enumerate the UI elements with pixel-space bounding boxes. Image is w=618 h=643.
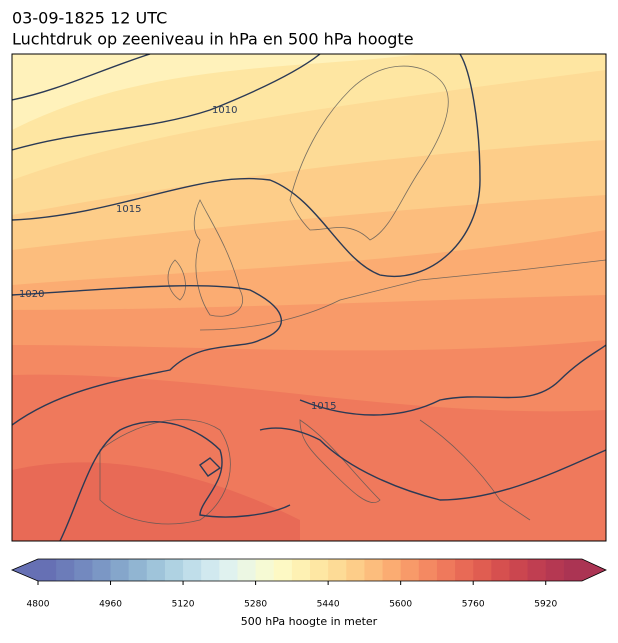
colorbar-swatch	[563, 559, 583, 581]
colorbar-swatch	[237, 559, 257, 581]
contour-label: 1015	[116, 204, 141, 215]
colorbar: 4800 4960 5120 5280 5440 5600 5760 5920	[10, 558, 607, 610]
colorbar-tick-label: 5120	[172, 600, 195, 610]
colorbar-swatch	[56, 559, 75, 581]
colorbar-swatch	[291, 559, 311, 581]
colorbar-tick-label: 4960	[99, 600, 122, 610]
colorbar-swatch	[328, 559, 347, 581]
colorbar-swatch	[509, 559, 529, 581]
colorbar-swatch	[92, 559, 112, 581]
colorbar-swatch	[473, 559, 492, 581]
colorbar-swatch	[110, 559, 130, 581]
colorbar-swatch	[436, 559, 456, 581]
colorbar-swatch	[219, 559, 238, 581]
colorbar-swatch	[364, 559, 384, 581]
colorbar-swatch	[201, 559, 220, 581]
colorbar-swatch	[38, 559, 57, 581]
colorbar-swatch	[273, 559, 293, 581]
colorbar-swatch	[418, 559, 438, 581]
colorbar-swatch	[527, 559, 547, 581]
colorbar-swatch	[455, 559, 474, 581]
colorbar-swatch	[255, 559, 275, 581]
colorbar-swatch	[146, 559, 166, 581]
colorbar-swatch	[491, 559, 510, 581]
contour-label: 1010	[212, 105, 237, 116]
colorbar-swatch	[310, 559, 329, 581]
colorbar-tick-label: 5600	[389, 600, 412, 610]
colorbar-extend-high	[582, 559, 606, 581]
colorbar-swatch	[164, 559, 184, 581]
map-title: Luchtdruk op zeeniveau in hPa en 500 hPa…	[12, 30, 414, 49]
colorbar-label: 500 hPa hoogte in meter	[241, 615, 378, 628]
contour-label: 1020	[19, 289, 44, 300]
colorbar-swatch	[545, 559, 565, 581]
map: 1010 1015 1020 1015	[12, 54, 606, 541]
date-title: 03-09-1825 12 UTC	[12, 9, 167, 28]
colorbar-swatch	[183, 559, 202, 581]
colorbar-extend-low	[12, 559, 38, 581]
colorbar-outline	[10, 558, 607, 582]
colorbar-swatch	[74, 559, 93, 581]
colorbar-swatch	[400, 559, 420, 581]
colorbar-tick-label: 5760	[462, 600, 485, 610]
colorbar-tick-label: 5280	[244, 600, 267, 610]
colorbar-swatch	[128, 559, 148, 581]
contour-label: 1015	[311, 401, 336, 412]
colorbar-tick-label: 4800	[27, 600, 50, 610]
colorbar-swatch	[382, 559, 402, 581]
colorbar-tick-label: 5920	[534, 600, 557, 610]
colorbar-swatch	[346, 559, 365, 581]
colorbar-tick-label: 5440	[317, 600, 340, 610]
map-frame	[11, 53, 607, 542]
